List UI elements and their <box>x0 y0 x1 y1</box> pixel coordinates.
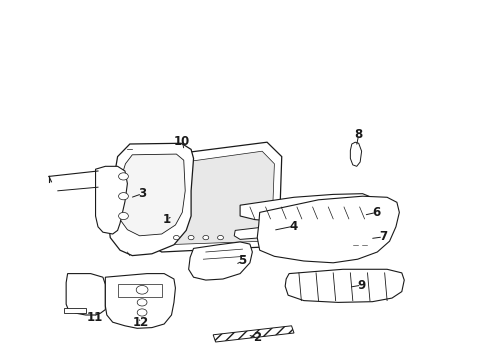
Polygon shape <box>234 226 275 239</box>
Text: 5: 5 <box>239 255 246 267</box>
Polygon shape <box>118 284 162 297</box>
Circle shape <box>119 173 128 180</box>
Text: 8: 8 <box>355 129 363 141</box>
Circle shape <box>137 299 147 306</box>
Polygon shape <box>119 154 185 236</box>
Text: 9: 9 <box>358 279 366 292</box>
Polygon shape <box>240 194 372 222</box>
Text: 4: 4 <box>290 220 298 233</box>
Circle shape <box>218 235 223 240</box>
Polygon shape <box>189 242 252 280</box>
Polygon shape <box>151 151 274 245</box>
Text: 11: 11 <box>86 311 103 324</box>
Polygon shape <box>145 142 282 252</box>
Polygon shape <box>66 274 105 315</box>
Text: 1: 1 <box>163 213 171 226</box>
Text: 3: 3 <box>138 187 146 200</box>
Circle shape <box>203 235 209 240</box>
Text: 12: 12 <box>133 316 149 329</box>
Circle shape <box>188 235 194 240</box>
Circle shape <box>137 309 147 316</box>
Circle shape <box>119 212 128 220</box>
Polygon shape <box>285 269 404 302</box>
Polygon shape <box>350 142 362 166</box>
Circle shape <box>173 235 179 240</box>
Polygon shape <box>105 274 175 328</box>
Text: 2: 2 <box>253 331 261 344</box>
Polygon shape <box>213 326 294 342</box>
Text: 7: 7 <box>379 230 387 243</box>
Polygon shape <box>108 143 194 256</box>
Polygon shape <box>257 196 399 263</box>
Text: 10: 10 <box>174 135 191 148</box>
Circle shape <box>119 193 128 200</box>
Polygon shape <box>64 308 86 313</box>
Text: 6: 6 <box>372 206 380 219</box>
Circle shape <box>136 285 148 294</box>
Polygon shape <box>96 166 127 234</box>
